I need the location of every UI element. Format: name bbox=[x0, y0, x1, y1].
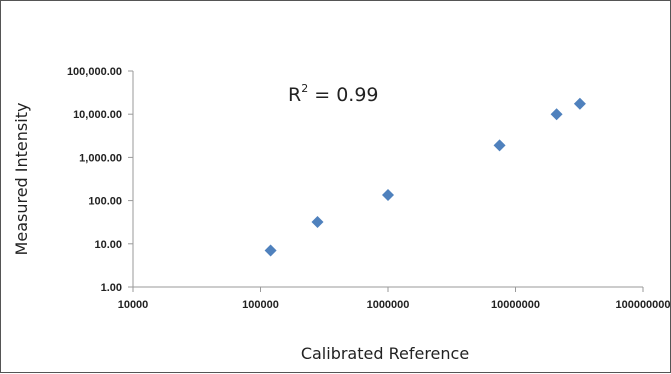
r-squared-superscript: 2 bbox=[301, 82, 308, 95]
x-tick-label: 10000000 bbox=[491, 299, 540, 311]
data-point bbox=[311, 215, 324, 228]
x-tick-label: 10000 bbox=[118, 299, 149, 311]
data-point bbox=[382, 188, 394, 201]
y-axis-title: Measured Intensity bbox=[12, 103, 31, 256]
y-tick-labels: 1.00 10.00 100.00 1,000.00 10,000.00 100,000.… bbox=[67, 66, 133, 294]
y-tick-label: 10.00 bbox=[94, 239, 122, 251]
x-tick-label: 100000 bbox=[242, 299, 279, 311]
data-point bbox=[573, 97, 586, 110]
y-tick-label: 100.00 bbox=[88, 196, 122, 208]
y-tick-label: 1.00 bbox=[101, 282, 122, 294]
y-tick-label: 10,000.00 bbox=[73, 109, 122, 121]
data-point bbox=[493, 139, 506, 152]
axes bbox=[132, 71, 643, 288]
r-symbol: R bbox=[288, 84, 301, 106]
data-point bbox=[264, 244, 277, 257]
x-tick-label: 1000000 bbox=[367, 299, 410, 311]
x-axis-title: Calibrated Reference bbox=[301, 344, 469, 363]
r-squared-annotation: R2 = 0.99 bbox=[288, 82, 379, 106]
y-tick-label: 100,000.00 bbox=[67, 66, 122, 78]
x-tick-labels: 10000 100000 1000000 10000000 100000000 bbox=[118, 287, 671, 311]
data-point bbox=[550, 108, 563, 121]
x-tick-label: 100000000 bbox=[615, 299, 670, 311]
data-points bbox=[264, 97, 586, 257]
r-squared-value: = 0.99 bbox=[308, 84, 378, 106]
y-tick-label: 1,000.00 bbox=[79, 152, 122, 164]
